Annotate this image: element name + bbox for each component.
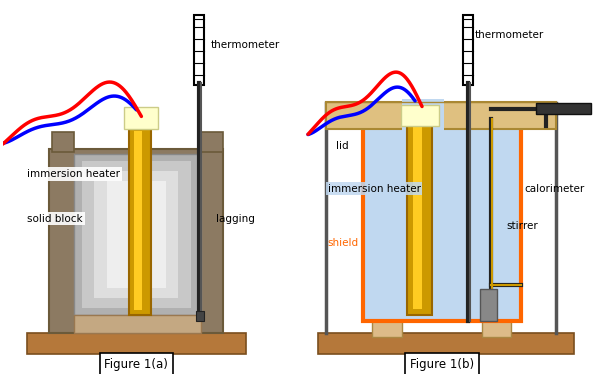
Bar xyxy=(130,126,151,315)
Bar xyxy=(362,126,521,321)
Text: lid: lid xyxy=(336,141,348,151)
Text: thermometer: thermometer xyxy=(211,40,280,50)
Bar xyxy=(407,116,432,315)
Bar xyxy=(362,126,521,321)
Bar xyxy=(82,161,191,308)
Bar xyxy=(28,332,245,355)
Bar xyxy=(52,132,74,152)
Text: Figure 1(b): Figure 1(b) xyxy=(410,358,474,371)
Bar xyxy=(74,315,201,332)
Bar xyxy=(135,131,143,310)
Bar xyxy=(482,321,511,337)
Text: stirrer: stirrer xyxy=(506,221,538,230)
Bar xyxy=(196,311,204,321)
Bar xyxy=(413,120,422,309)
Bar xyxy=(194,15,204,85)
Bar xyxy=(401,104,439,126)
Text: immersion heater: immersion heater xyxy=(28,169,121,179)
Bar xyxy=(49,149,223,332)
Text: shield: shield xyxy=(328,238,359,248)
Bar xyxy=(94,171,178,298)
Bar xyxy=(124,107,159,129)
Bar xyxy=(463,15,472,85)
Text: thermometer: thermometer xyxy=(474,30,544,40)
Bar xyxy=(74,154,201,315)
Bar xyxy=(402,99,444,134)
Text: calorimeter: calorimeter xyxy=(524,184,584,194)
Bar xyxy=(318,332,573,355)
Bar xyxy=(373,321,402,337)
Bar xyxy=(106,181,166,288)
Text: solid block: solid block xyxy=(28,214,83,224)
Text: immersion heater: immersion heater xyxy=(328,184,421,194)
Text: lagging: lagging xyxy=(216,214,255,224)
Bar xyxy=(536,102,591,114)
Bar xyxy=(326,102,556,129)
Bar xyxy=(201,132,223,152)
Text: Figure 1(a): Figure 1(a) xyxy=(105,358,168,371)
Bar xyxy=(480,289,498,321)
